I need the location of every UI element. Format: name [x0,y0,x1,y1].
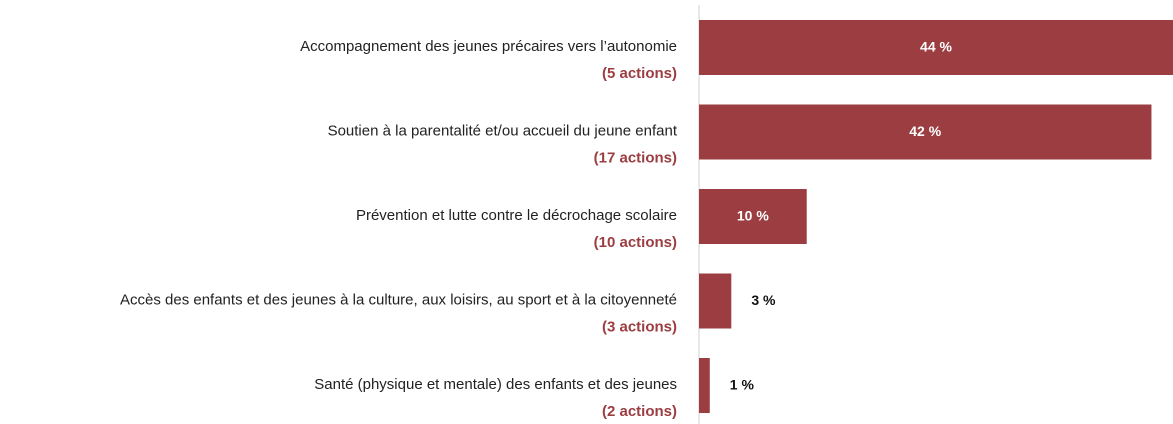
category-sublabel: (2 actions) [602,403,677,420]
value-label: 1 % [730,377,755,393]
category-sublabel: (10 actions) [594,234,677,251]
bar [699,20,1173,75]
value-label: 44 % [920,39,952,55]
bar [699,273,732,329]
category-label: Accès des enfants et des jeunes à la cul… [120,291,677,308]
value-label: 3 % [751,292,776,308]
value-label: 10 % [737,208,769,224]
category-label: Prévention et lutte contre le décrochage… [356,207,677,224]
bar [699,358,710,413]
value-label: 42 % [909,123,941,139]
bar [699,189,807,244]
category-sublabel: (3 actions) [602,318,677,335]
category-label: Accompagnement des jeunes précaires vers… [300,38,677,55]
category-sublabel: (17 actions) [594,149,677,166]
bar [699,104,1152,160]
category-sublabel: (5 actions) [602,65,677,82]
category-label: Santé (physique et mentale) des enfants … [314,376,677,393]
category-label: Soutien à la parentalité et/ou accueil d… [328,122,678,139]
